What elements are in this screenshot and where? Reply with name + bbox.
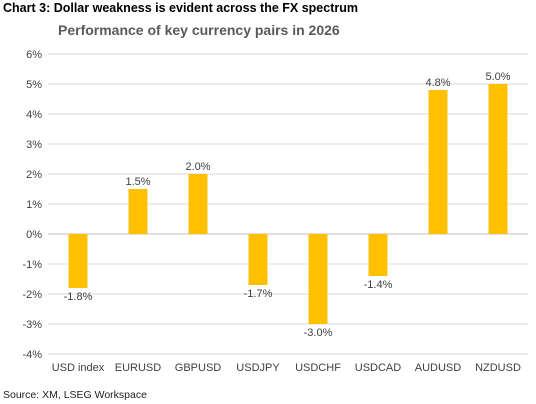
y-tick-label: -1%: [22, 259, 42, 271]
x-category-label: USDCAD: [355, 362, 402, 374]
y-tick-label: -2%: [22, 289, 42, 301]
bar: [428, 90, 448, 234]
chart-title: Performance of key currency pairs in 202…: [58, 22, 340, 38]
x-category-label: USD index: [52, 362, 105, 374]
y-tick-label: 2%: [26, 169, 42, 181]
bar: [368, 234, 388, 276]
source-note: Source: XM, LSEG Workspace: [3, 389, 147, 401]
chart-heading: Chart 3: Dollar weakness is evident acro…: [3, 1, 358, 15]
y-tick-label: 6%: [26, 49, 42, 61]
y-tick-label: 1%: [26, 199, 42, 211]
bar: [188, 174, 208, 234]
x-axis-categories: USD index EURUSD GBPUSD USDJPY USDCHF USDCAD A…: [52, 362, 521, 374]
bar: [248, 234, 268, 285]
y-tick-label: -3%: [22, 319, 42, 331]
data-label: -1.8%: [64, 291, 93, 303]
data-label: -1.4%: [364, 279, 393, 291]
x-category-label: USDJPY: [236, 362, 280, 374]
data-label: -3.0%: [304, 327, 333, 339]
y-tick-label: 3%: [26, 139, 42, 151]
data-label: 5.0%: [485, 71, 510, 83]
data-label: 4.8%: [425, 77, 450, 89]
data-label: -1.7%: [244, 288, 273, 300]
gridlines: [48, 53, 528, 355]
bar: [488, 84, 508, 234]
x-category-label: AUDUSD: [415, 362, 462, 374]
bar: [68, 234, 88, 288]
data-label: 2.0%: [185, 161, 210, 173]
y-tick-label: 5%: [26, 79, 42, 91]
x-category-label: NZDUSD: [475, 362, 521, 374]
data-labels: -1.8% 1.5% 2.0% -1.7% -3.0% -1.4% 4.8% 5.0%: [64, 71, 511, 339]
y-tick-label: 4%: [26, 109, 42, 121]
y-tick-label: 0%: [26, 229, 42, 241]
bar: [128, 189, 148, 234]
data-label: 1.5%: [125, 176, 150, 188]
x-category-label: EURUSD: [115, 362, 162, 374]
x-category-label: GBPUSD: [175, 362, 222, 374]
y-tick-label: -4%: [22, 349, 42, 361]
y-axis-ticks: 6% 5% 4% 3% 2% 1% 0% -1% -2% -3% -4%: [22, 49, 42, 361]
x-category-label: USDCHF: [295, 362, 341, 374]
bar: [308, 234, 328, 324]
bars: [68, 84, 508, 324]
